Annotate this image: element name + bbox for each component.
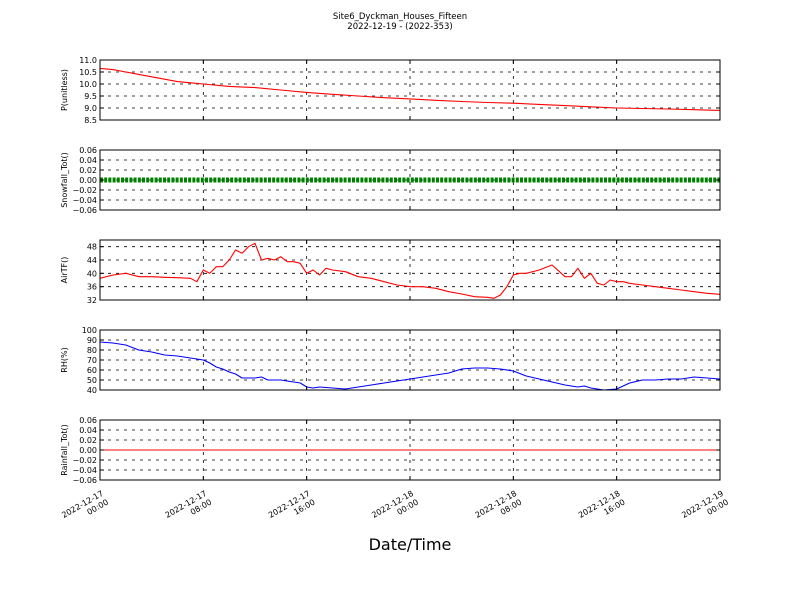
y-tick-label: 70 (87, 356, 97, 365)
y-tick-label: 0.04 (79, 156, 97, 165)
panels: 8.59.09.510.010.511.0P(unitless)−0.06−0.… (60, 56, 721, 485)
x-axis-label: Date/Time (369, 535, 452, 554)
y-tick-label: 9.0 (84, 104, 97, 113)
y-tick-label: 8.5 (84, 116, 97, 125)
y-tick-label: 48 (87, 243, 97, 252)
y-tick-label: 40 (87, 386, 97, 395)
panel-4: −0.06−0.04−0.020.000.020.040.06 Rainfall_… (60, 416, 721, 485)
y-tick-label: 50 (87, 376, 97, 385)
y-tick-label: 0.02 (79, 166, 97, 175)
y-tick-label: 10.5 (79, 68, 97, 77)
figure-subtitle: 2022-12-19 - (2022-353) (347, 22, 452, 32)
panel-0: 8.5 9.0 9.5 10.0 10.5 11.0 P(unitless) (60, 56, 721, 125)
y-tick-label: 0.06 (79, 416, 97, 425)
y-tick-label: 9.5 (84, 92, 97, 101)
y-tick-label: −0.04 (72, 196, 97, 205)
panel-1: −0.06−0.04−0.020.000.020.040.06 Snowfall_… (60, 146, 721, 215)
y-axis-label: Rainfall_Tot() (60, 424, 69, 476)
y-tick-label: 100 (82, 326, 97, 335)
y-tick-label: −0.04 (72, 466, 97, 475)
y-tick-label: 40 (87, 269, 97, 278)
y-tick-label: 32 (87, 296, 97, 305)
y-axis-label: P(unitless) (60, 69, 69, 111)
series-line-2-0 (99, 242, 721, 299)
y-axis-label: AirTF() (60, 257, 69, 284)
y-tick-label: 0.06 (79, 146, 97, 155)
panel-2: 32 36 40 44 48 AirTF() (60, 239, 721, 305)
y-tick-label: 80 (87, 346, 97, 355)
y-tick-label: 0.00 (79, 446, 97, 455)
y-tick-label: 0.02 (79, 436, 97, 445)
y-tick-label: −0.06 (72, 476, 97, 485)
y-tick-label: 60 (87, 366, 97, 375)
y-tick-label: 0.00 (79, 176, 97, 185)
y-tick-label: 36 (87, 283, 97, 292)
y-tick-label: 44 (87, 256, 97, 265)
y-axis-label: RH(%) (60, 347, 69, 372)
y-tick-label: 10.0 (79, 80, 97, 89)
y-tick-label: −0.02 (72, 456, 97, 465)
y-tick-label: −0.06 (72, 206, 97, 215)
series-line-0-0 (99, 67, 721, 111)
y-tick-label: 11.0 (79, 56, 97, 65)
figure-title: Site6_Dyckman_Houses_Fifteen (333, 12, 467, 22)
y-tick-label: −0.02 (72, 186, 97, 195)
y-axis-label: Snowfall_Tot() (60, 152, 69, 208)
y-tick-label: 90 (87, 336, 97, 345)
y-tick-label: 0.04 (79, 426, 97, 435)
